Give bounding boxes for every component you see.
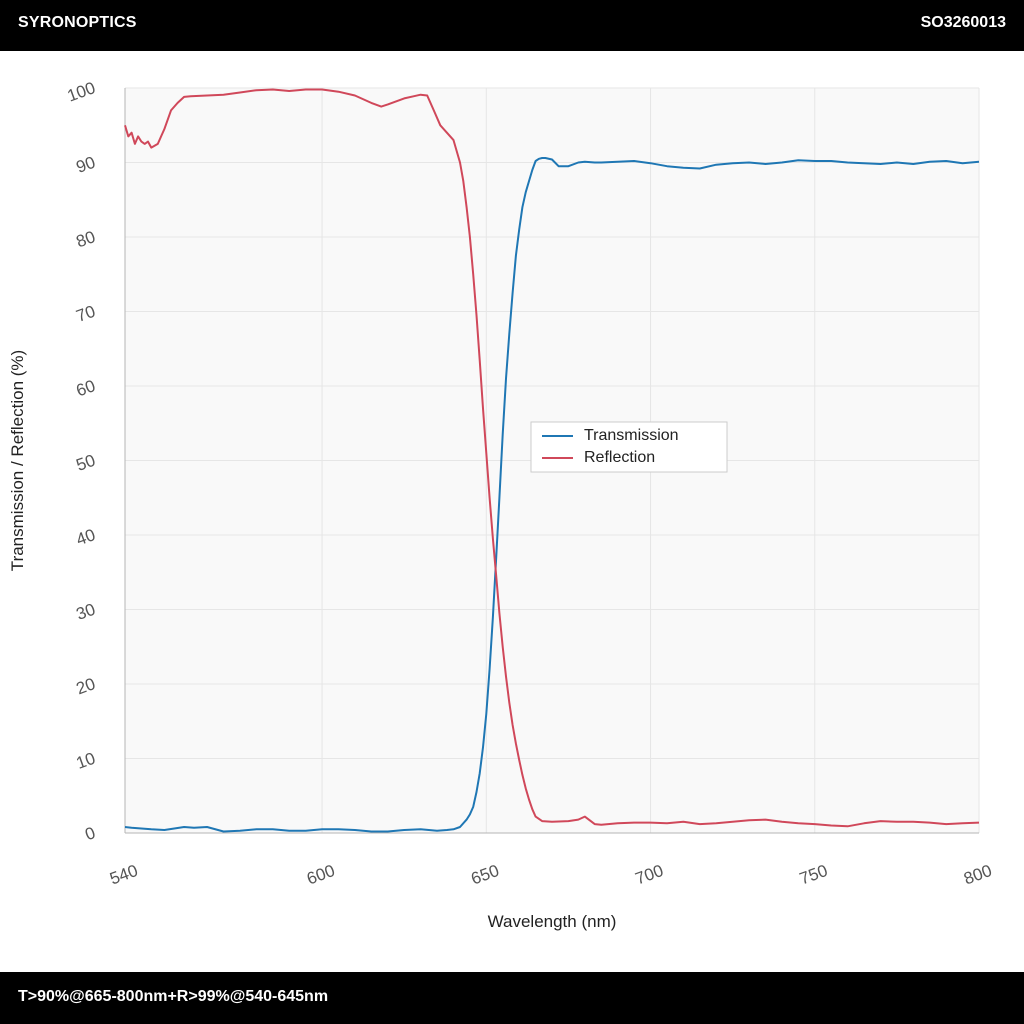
grid-lines (125, 87, 980, 833)
series-lines (124, 88, 980, 833)
y-tick-label: 30 (74, 600, 98, 624)
legend-label-transmission: Transmission (584, 427, 679, 444)
y-tick-label: 10 (74, 749, 98, 773)
spectrum-chart: 0 10 20 30 40 50 60 70 80 90 100 540 600 650 700 750 80… (8, 78, 994, 931)
legend-box (530, 421, 728, 473)
y-tick-label: 70 (74, 302, 98, 326)
footer-bar: T>90%@665-800nm+R>99%@540-645nm (0, 972, 1024, 1024)
x-tick-label: 700 (633, 861, 666, 889)
y-tick-label: 90 (74, 153, 98, 177)
y-tick-label: 40 (74, 525, 98, 549)
y-tick-label: 60 (74, 376, 98, 400)
axes (124, 88, 979, 834)
y-tick-label: 50 (74, 451, 98, 475)
y-axis-title: Transmission / Reflection (%) (8, 350, 27, 571)
x-tick-label: 650 (469, 861, 502, 889)
x-axis-title: Wavelength (nm) (488, 912, 617, 931)
y-tick-label: 20 (74, 674, 98, 698)
series-line-reflection (124, 88, 980, 828)
x-tick-label: 540 (107, 861, 140, 889)
y-tick-label: 100 (65, 78, 98, 106)
legend: Transmission Reflection (530, 421, 728, 473)
legend-label-reflection: Reflection (584, 449, 655, 466)
x-tick-label: 600 (304, 861, 337, 889)
y-tick-labels: 0 10 20 30 40 50 60 70 80 90 100 (65, 78, 98, 844)
part-number: SO3260013 (920, 14, 1006, 31)
y-tick-label: 80 (74, 227, 98, 251)
y-tick-label: 0 (83, 823, 98, 844)
x-tick-label: 800 (961, 861, 994, 889)
series-line-transmission (124, 157, 980, 833)
brand-name: SYRONOPTICS (18, 14, 137, 31)
header-bar: SYRONOPTICS SO3260013 (0, 0, 1024, 51)
x-tick-labels: 540 600 650 700 750 800 (107, 861, 994, 889)
spec-text: T>90%@665-800nm+R>99%@540-645nm (18, 988, 329, 1005)
x-tick-label: 750 (797, 861, 830, 889)
